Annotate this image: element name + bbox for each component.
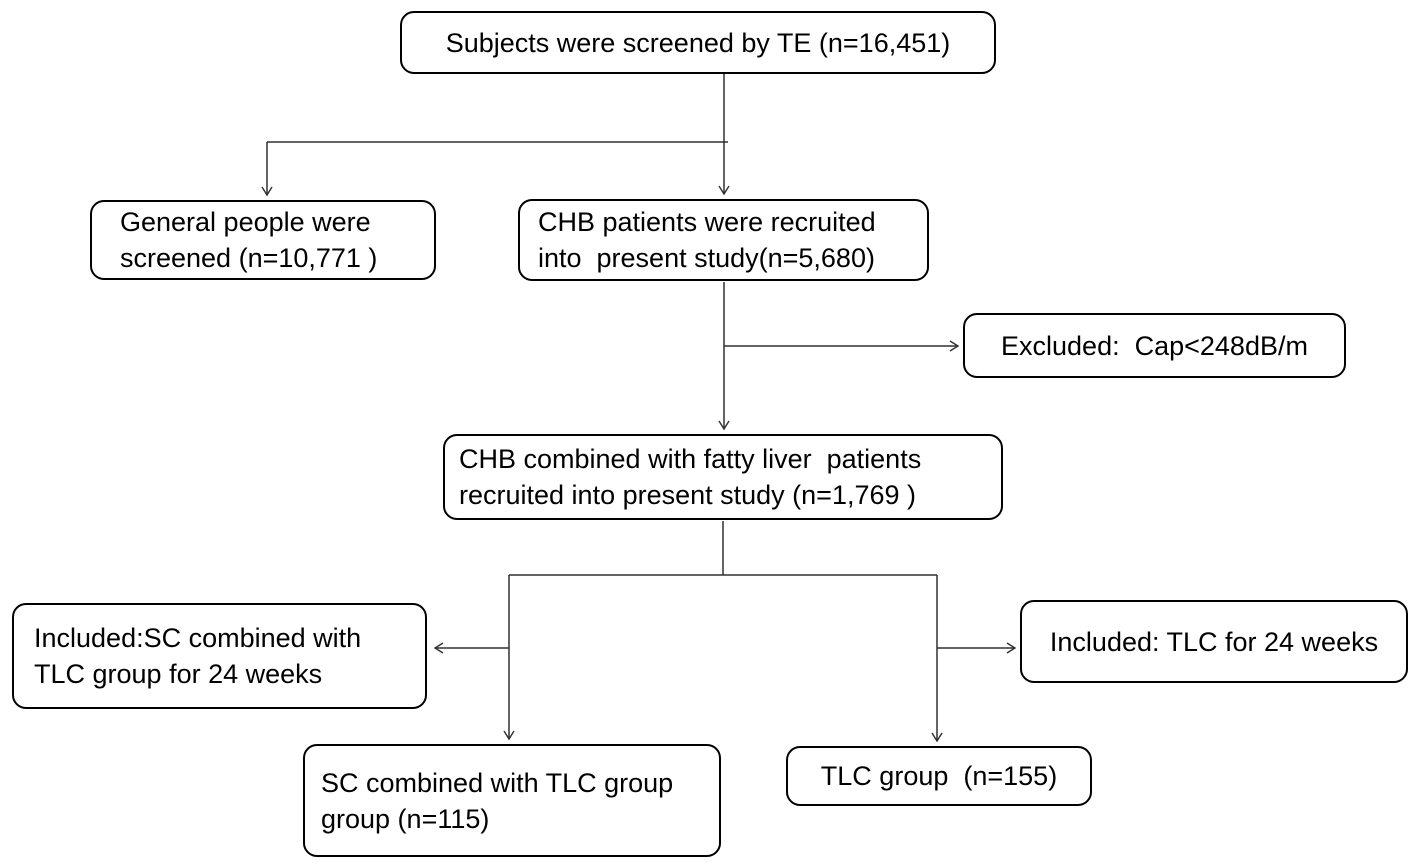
- node-text-line: CHB patients were recruited: [538, 207, 876, 237]
- node-text-line: Included: TLC for 24 weeks: [1049, 626, 1379, 657]
- node-text-line: TLC group for 24 weeks: [34, 659, 323, 689]
- node-text-line: screened (n=10,771 ): [120, 243, 378, 273]
- node-included-sc-tlc: Included:SC combined with TLC group for …: [12, 603, 427, 709]
- node-chb-fatty-liver: CHB combined with fatty liver patients r…: [443, 434, 1003, 520]
- node-text-line: TLC group (n=155): [820, 761, 1058, 791]
- node-text-line: Subjects were screened by TE (n=16,451): [445, 27, 951, 58]
- node-subjects-screened: Subjects were screened by TE (n=16,451): [400, 11, 996, 74]
- node-text-line: SC combined with TLC group: [321, 767, 674, 798]
- node-text-line: Included:SC combined with: [34, 623, 362, 653]
- node-text-line: into present study(n=5,680): [538, 243, 875, 273]
- node-text-line: CHB combined with fatty liver patients: [459, 444, 922, 474]
- node-text-line: General people were: [120, 207, 371, 237]
- node-text-line: recruited into present study (n=1,769 ): [459, 480, 917, 510]
- node-text-line: Excluded: Cap<248dB/m: [1001, 330, 1308, 361]
- node-tlc-group: TLC group (n=155): [786, 746, 1092, 806]
- node-text-line: group (n=115): [321, 803, 490, 834]
- node-sc-tlc-group: SC combined with TLC group group (n=115): [303, 744, 721, 857]
- node-included-tlc: Included: TLC for 24 weeks: [1020, 600, 1408, 683]
- node-general-screened: General people were screened (n=10,771 ): [90, 200, 436, 280]
- node-excluded-cap: Excluded: Cap<248dB/m: [963, 313, 1346, 378]
- node-chb-recruited: CHB patients were recruited into present…: [518, 199, 929, 281]
